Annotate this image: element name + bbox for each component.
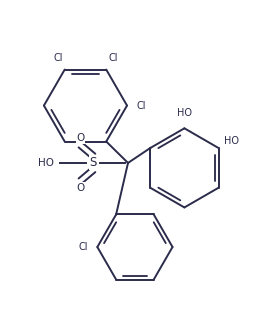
Text: Cl: Cl bbox=[79, 242, 88, 252]
Text: Cl: Cl bbox=[53, 53, 62, 63]
Text: HO: HO bbox=[177, 109, 192, 118]
Text: Cl: Cl bbox=[136, 100, 146, 110]
Text: HO: HO bbox=[38, 158, 54, 168]
Text: O: O bbox=[76, 133, 85, 143]
Text: S: S bbox=[90, 156, 97, 169]
Text: HO: HO bbox=[224, 136, 239, 146]
Text: O: O bbox=[76, 183, 85, 193]
Text: Cl: Cl bbox=[108, 53, 118, 63]
